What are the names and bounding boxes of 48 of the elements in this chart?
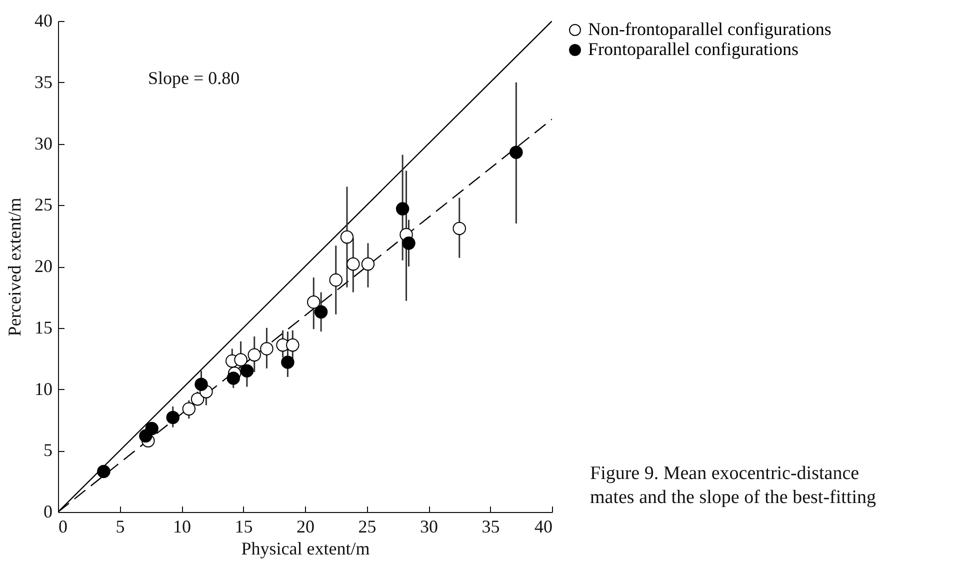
y-tick-label: 30 xyxy=(34,133,52,154)
point xyxy=(314,305,328,319)
y-axis-title: Perceived extent/m xyxy=(4,198,24,336)
x-tick-label: 25 xyxy=(358,516,376,536)
y-tick-label: 10 xyxy=(34,378,52,399)
point xyxy=(182,402,196,416)
x-tick-label: 30 xyxy=(420,516,438,536)
point xyxy=(396,202,410,216)
y-tick-label: 35 xyxy=(34,72,52,92)
x-tick-label: 5 xyxy=(116,516,125,536)
point xyxy=(346,257,360,271)
x-tick-label: 20 xyxy=(296,516,314,536)
x-tick-label: 15 xyxy=(234,516,253,536)
y-tick-label: 25 xyxy=(34,194,52,215)
x-axis-title: Physical extent/m xyxy=(241,538,370,558)
legend-label: Non-frontoparallel configurations xyxy=(588,19,832,39)
annotation: Slope = 0.80 xyxy=(148,68,240,88)
y-tick-label: 40 xyxy=(34,10,52,30)
point xyxy=(226,372,240,385)
point xyxy=(452,222,466,236)
point xyxy=(361,257,375,271)
point xyxy=(402,236,416,250)
caption: Figure 9. Mean exocentric-distance xyxy=(590,462,860,486)
x-tick-label: 10 xyxy=(173,516,191,536)
point xyxy=(281,356,294,369)
point xyxy=(97,464,110,478)
x-tick-label: 35 xyxy=(482,516,500,536)
y-tick-label: 15 xyxy=(34,317,52,338)
point xyxy=(234,353,248,366)
point xyxy=(329,273,342,287)
point xyxy=(286,338,300,352)
point xyxy=(190,392,204,406)
point xyxy=(340,230,354,244)
point xyxy=(145,422,158,436)
y-tick-label: 20 xyxy=(34,256,52,276)
text: mates and the slope of the best-fitting xyxy=(590,486,877,510)
x-tick-label: 40 xyxy=(534,516,552,536)
point xyxy=(248,348,261,362)
x-tick-label: 0 xyxy=(58,516,68,536)
y-tick-label: 0 xyxy=(44,502,52,522)
point xyxy=(240,364,254,378)
point xyxy=(260,342,274,356)
point xyxy=(307,295,320,309)
point xyxy=(194,378,208,391)
point xyxy=(510,146,523,159)
y-tick-label: 5 xyxy=(44,440,52,460)
point xyxy=(166,410,180,424)
legend-label: Frontoparallel configurations xyxy=(588,39,798,59)
